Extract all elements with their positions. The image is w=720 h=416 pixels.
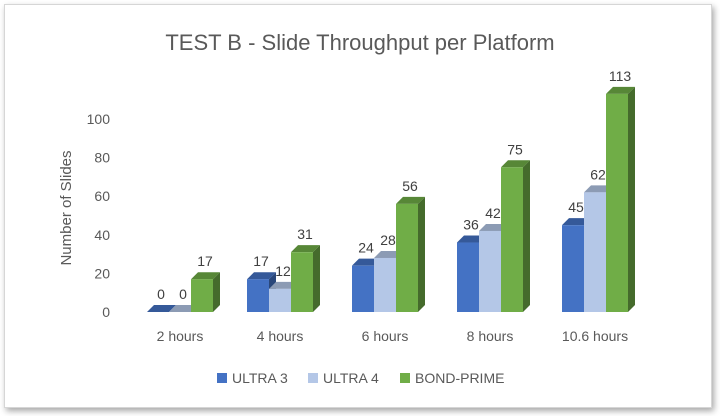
x-tick-label: 8 hours [467,328,514,344]
legend-item: ULTRA 4 [308,370,379,386]
bar-bond-prime [396,196,425,312]
legend: ULTRA 3 ULTRA 4 BOND-PRIME [217,370,504,386]
bar-ultra-3 [147,305,176,312]
data-label: 0 [179,286,187,302]
y-tick-labels: 0 20 40 60 80 100 [87,111,111,320]
x-tick-label: 6 hours [362,328,409,344]
y-tick-label: 60 [94,188,110,204]
data-label: 17 [253,253,269,269]
legend-swatch [308,373,318,383]
data-label: 31 [297,226,313,242]
data-label: 42 [485,205,501,221]
y-tick-label: 80 [94,150,110,166]
y-tick-label: 20 [94,265,110,281]
data-label: 45 [568,199,584,215]
data-label: 75 [507,141,523,157]
y-axis-label: Number of Slides [58,150,75,265]
bars-group [147,86,635,312]
data-label: 113 [609,68,632,84]
data-label: 12 [275,263,291,279]
legend-item: ULTRA 3 [217,370,288,386]
bar-bond-prime [191,272,220,312]
y-tick-label: 0 [102,304,110,320]
x-tick-label: 4 hours [257,328,304,344]
data-label: 56 [402,178,418,194]
data-label: 62 [590,166,606,182]
data-labels: 0 0 17 17 12 31 24 28 56 36 42 75 45 62 113 [157,68,631,302]
data-label: 0 [157,286,165,302]
data-label: 24 [358,240,374,256]
bar-bond-prime [501,160,530,312]
bar-ultra-3 [247,272,276,312]
y-tick-label: 40 [94,227,110,243]
legend-swatch [217,373,227,383]
data-label: 17 [197,253,213,269]
data-label: 36 [463,217,479,233]
bar-ultra-4 [169,305,198,312]
legend-label: BOND-PRIME [415,370,504,386]
legend-item: BOND-PRIME [400,370,504,386]
bar-bond-prime [606,86,635,312]
chart-title: TEST B - Slide Throughput per Platform [165,30,554,55]
legend-label: ULTRA 4 [323,370,379,386]
legend-swatch [400,373,410,383]
data-label: 28 [380,232,396,248]
y-tick-label: 100 [87,111,111,127]
x-tick-labels: 2 hours 4 hours 6 hours 8 hours 10.6 hours [157,328,628,344]
bar-bond-prime [291,245,320,312]
x-tick-label: 2 hours [157,328,204,344]
x-tick-label: 10.6 hours [562,328,628,344]
legend-label: ULTRA 3 [232,370,288,386]
